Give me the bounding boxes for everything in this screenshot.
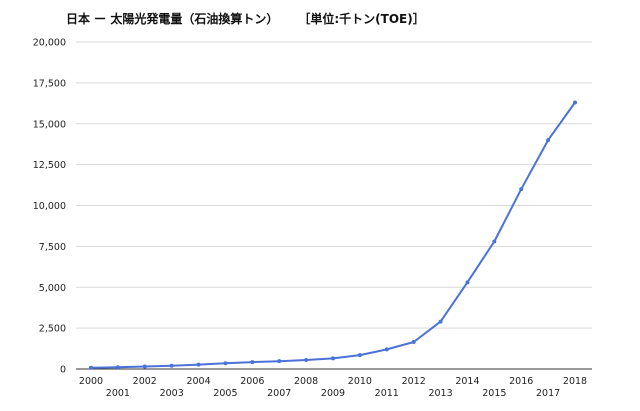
x-tick-label: 2012 (402, 376, 426, 387)
x-tick-label: 2004 (186, 376, 210, 387)
x-tick-label: 2000 (79, 376, 103, 387)
data-point (438, 319, 443, 324)
x-tick-label: 2013 (428, 388, 452, 399)
x-tick-label: 2015 (482, 388, 506, 399)
chart-unit-label: ［単位:千トン(TOE)］ (304, 12, 425, 26)
data-point (546, 138, 551, 143)
x-tick-label: 2008 (294, 376, 318, 387)
data-point (331, 356, 335, 361)
x-tick-label: 2002 (133, 376, 157, 387)
y-tick-label: 5,000 (39, 283, 66, 294)
x-tick-label: 2009 (321, 388, 345, 399)
x-tick-label: 2010 (348, 376, 372, 387)
data-point (196, 362, 201, 367)
data-point (89, 365, 93, 370)
data-point (169, 363, 174, 368)
y-tick-label: 2,500 (39, 324, 66, 335)
y-tick-label: 20,000 (33, 38, 66, 49)
series-layer (89, 100, 577, 370)
chart-title: 日本 ー 太陽光発電量（石油換算トン） ［単位:千トン(TOE)］ (66, 10, 425, 27)
y-tick-label: 10,000 (33, 201, 66, 212)
x-tick-label: 2014 (455, 376, 479, 387)
data-point (519, 187, 524, 192)
data-point (250, 360, 255, 365)
x-tick-label: 2011 (375, 388, 399, 399)
data-point (465, 280, 470, 285)
y-tick-label: 0 (60, 365, 66, 376)
x-tick-label: 2018 (563, 376, 587, 387)
data-point (115, 365, 120, 370)
data-point (357, 353, 362, 358)
gridlines (76, 41, 592, 329)
data-point (223, 361, 228, 366)
data-point (304, 358, 309, 363)
data-point (384, 347, 389, 352)
y-tick-label: 12,500 (33, 160, 66, 171)
data-point (573, 100, 577, 105)
data-point (142, 364, 147, 369)
data-point (411, 340, 416, 345)
y-axis-tick-labels: 0 2,500 5,000 7,500 10,000 12,500 15,000 17,500… (33, 38, 66, 376)
x-axis-tick-labels: 2000200120022003200420052006200720082009… (79, 376, 587, 399)
x-tick-label: 2003 (160, 388, 184, 399)
x-tick-label: 2006 (240, 376, 264, 387)
x-tick-label: 2017 (536, 388, 560, 399)
data-point (277, 359, 282, 364)
x-tick-label: 2001 (106, 388, 130, 399)
data-point (492, 239, 497, 244)
y-tick-label: 17,500 (33, 78, 66, 89)
x-tick-label: 2005 (213, 388, 237, 399)
chart-title-text: 日本 ー 太陽光発電量（石油換算トン） (66, 12, 279, 26)
x-tick-label: 2016 (509, 376, 533, 387)
y-tick-label: 7,500 (39, 242, 66, 253)
x-tick-label: 2007 (267, 388, 291, 399)
y-tick-label: 15,000 (33, 119, 66, 130)
